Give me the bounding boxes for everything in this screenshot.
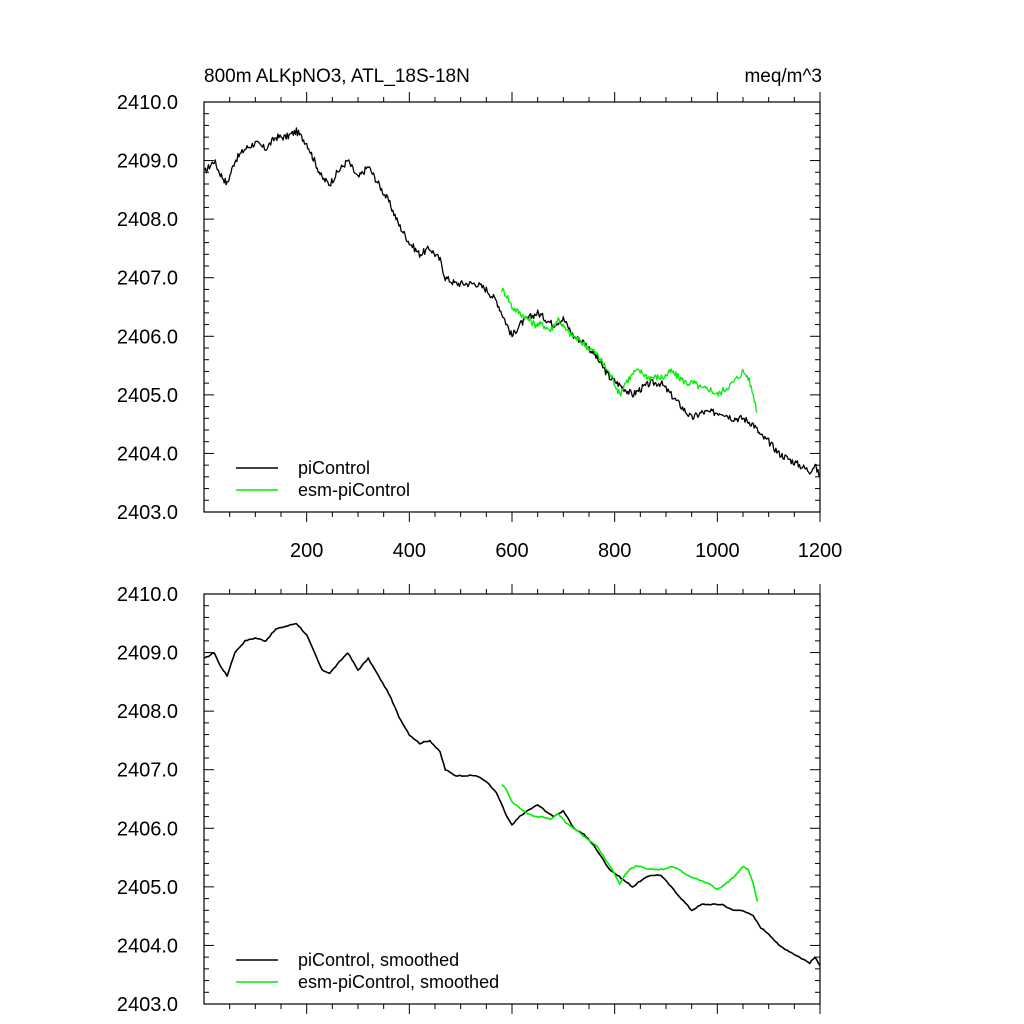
- bottom-y-tick-label: 2409.0: [117, 643, 178, 665]
- top-x-tick-label: 1200: [798, 540, 843, 562]
- bottom-y-tick-label: 2410.0: [117, 584, 178, 606]
- top-y-tick-label: 2410.0: [117, 92, 178, 114]
- top-y-tick-label: 2409.0: [117, 151, 178, 173]
- units-label: meq/m^3: [744, 66, 822, 87]
- bottom-plot-frame: [203, 593, 821, 1005]
- top-series-picontrol-line: [203, 127, 821, 478]
- bottom-panel: 2403.0 2404.0 2405.0 2406.0 2407.0 2408.0 2409…: [117, 584, 821, 1016]
- top-y-tick-label: 2407.0: [117, 268, 178, 290]
- top-y-tick-label: 2405.0: [117, 385, 178, 407]
- top-y-tick-label: 2403.0: [117, 502, 178, 524]
- top-legend-label: esm-piControl: [298, 480, 410, 500]
- top-x-tick-label: 400: [393, 540, 426, 562]
- top-plot-area: 2403.0 2404.0 2405.0 2406.0 2407.0 2408.0 2409…: [117, 92, 842, 562]
- top-legend-label: piControl: [298, 458, 370, 478]
- bottom-series-picontrol-line: [204, 622, 821, 967]
- top-series-esm-picontrol-line: [501, 287, 758, 413]
- bottom-legend-label: piControl, smoothed: [298, 950, 459, 970]
- bottom-y-tick-label: 2403.0: [117, 994, 178, 1016]
- bottom-series-esm-picontrol-line: [501, 784, 759, 902]
- bottom-y-tick-label: 2404.0: [117, 935, 178, 957]
- bottom-y-tick-label: 2405.0: [117, 877, 178, 899]
- bottom-plot-area: 2403.0 2404.0 2405.0 2406.0 2407.0 2408.0 2409…: [117, 584, 821, 1016]
- top-x-tick-label: 200: [290, 540, 323, 562]
- chart-title: 800m ALKpNO3, ATL_18S-18N: [204, 66, 470, 87]
- top-x-tick-label: 600: [495, 540, 528, 562]
- bottom-legend-label: esm-piControl, smoothed: [298, 972, 499, 992]
- top-x-tick-label: 1000: [695, 540, 740, 562]
- top-y-tick-label: 2406.0: [117, 326, 178, 348]
- top-y-tick-label: 2404.0: [117, 443, 178, 465]
- top-panel: 800m ALKpNO3, ATL_18S-18N meq/m^3 2403.0…: [117, 66, 842, 562]
- top-y-tick-label: 2408.0: [117, 209, 178, 231]
- bottom-y-tick-label: 2407.0: [117, 760, 178, 782]
- bottom-y-tick-label: 2406.0: [117, 818, 178, 840]
- bottom-y-tick-label: 2408.0: [117, 701, 178, 723]
- top-x-tick-label: 800: [598, 540, 631, 562]
